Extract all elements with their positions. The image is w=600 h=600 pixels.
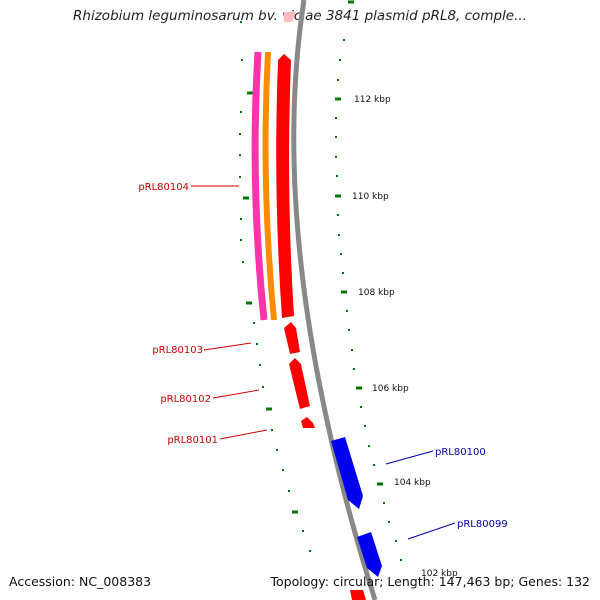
magenta-feature-track	[251, 51, 268, 321]
ruler-label: 104 kbp	[394, 478, 431, 488]
orange-feature-track	[262, 51, 277, 321]
outer-ruler-ticks	[335, 0, 402, 561]
ruler-label: 102 kbp	[421, 569, 458, 579]
ruler-label: 110 kbp	[352, 192, 389, 202]
plasmid-backbone	[291, 0, 378, 600]
gene-arrow-prl80101[interactable]	[301, 417, 315, 428]
leader-line-prl80100	[385, 450, 434, 465]
gene-arrow-prl80102[interactable]	[289, 358, 310, 409]
ruler-label: 106 kbp	[372, 384, 409, 394]
ruler-label: 112 kbp	[354, 95, 391, 105]
leader-line-prl80099	[407, 522, 456, 540]
gene-label-prl80103[interactable]: pRL80103	[152, 345, 203, 356]
gene-arrow-prl80104[interactable]	[276, 54, 294, 318]
inner-ruler-ticks	[239, 21, 311, 552]
topology-summary: Topology: circular; Length: 147,463 bp; …	[270, 574, 591, 589]
gene-label-prl80101[interactable]: pRL80101	[167, 435, 218, 446]
gene-arrow-prl80100[interactable]	[331, 437, 363, 509]
leader-line-prl80103	[203, 342, 252, 351]
gene-arrow-partial-bottom	[350, 590, 366, 600]
accession-text: Accession: NC_008383	[9, 574, 152, 589]
gene-label-prl80099[interactable]: pRL80099	[457, 519, 508, 530]
backbone-top-marker	[284, 12, 296, 22]
gene-label-prl80100[interactable]: pRL80100	[435, 447, 486, 458]
gene-label-prl80102[interactable]: pRL80102	[160, 394, 211, 405]
leader-line-prl80102	[212, 389, 260, 399]
leader-line-prl80101	[219, 429, 268, 440]
ruler-label: 108 kbp	[358, 288, 395, 298]
gene-arrow-prl80103[interactable]	[284, 322, 300, 354]
gene-arrow-prl80099[interactable]	[357, 532, 382, 577]
gene-label-prl80104[interactable]: pRL80104	[138, 182, 189, 193]
